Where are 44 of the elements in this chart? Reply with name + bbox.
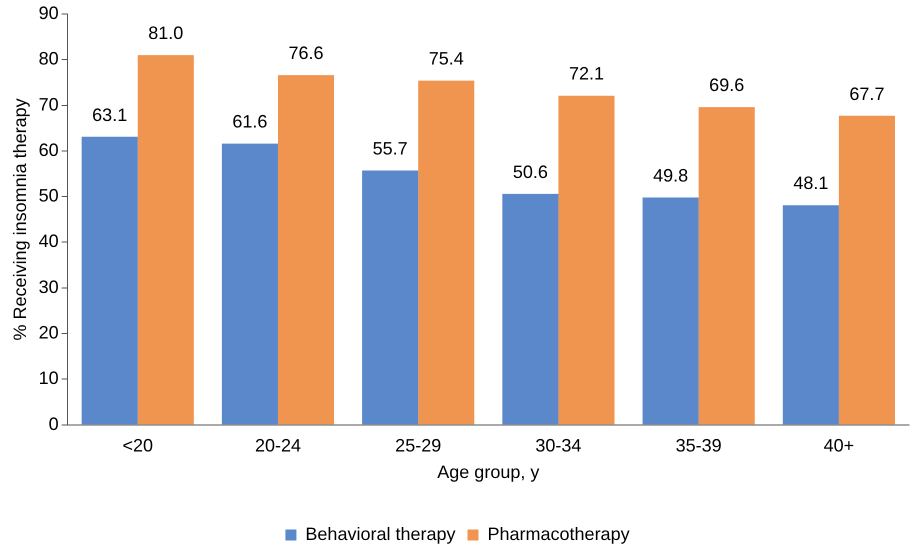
y-axis-title: % Receiving insomnia therapy (10, 98, 30, 340)
bar (838, 116, 895, 424)
bar (82, 136, 138, 424)
legend-label: Pharmacotherapy (488, 524, 630, 544)
x-tick-label: 40+ (824, 436, 854, 456)
data-label: 48.1 (793, 173, 828, 194)
data-label: 72.1 (568, 64, 604, 84)
data-label: 49.8 (653, 165, 688, 186)
data-label: 55.7 (372, 138, 408, 159)
y-tick-label: 60 (38, 140, 59, 160)
x-tick-label: 35-39 (676, 436, 722, 456)
y-tick-label: 70 (38, 94, 59, 114)
y-tick-label: 0 (48, 414, 59, 434)
bar (418, 80, 474, 424)
y-tick-label: 40 (38, 231, 59, 252)
data-label: 67.7 (849, 84, 884, 104)
bar (698, 107, 755, 424)
data-label: 81.0 (148, 23, 184, 44)
data-label: 50.6 (512, 162, 548, 182)
bar (782, 205, 839, 424)
bar (278, 75, 334, 424)
bar (502, 194, 558, 424)
bar (222, 144, 278, 424)
bar (362, 170, 418, 424)
x-axis-title: Age group, y (437, 462, 540, 482)
legend-label: Behavioral therapy (305, 524, 456, 544)
y-tick-label: 10 (38, 368, 59, 388)
data-label: 76.6 (288, 43, 324, 64)
data-label: 61.6 (232, 112, 268, 132)
y-tick-label: 20 (38, 322, 59, 342)
y-tick-label: 90 (38, 2, 59, 23)
x-tick-label: <20 (122, 436, 154, 456)
x-tick-label: 30-34 (535, 436, 582, 456)
data-label: 63.1 (92, 104, 128, 125)
x-tick-label: 25-29 (395, 436, 442, 456)
y-tick-label: 30 (38, 276, 59, 297)
bar (138, 55, 194, 424)
data-label: 69.6 (709, 75, 744, 96)
bar (642, 197, 699, 424)
y-tick-label: 80 (38, 48, 59, 69)
bar (558, 96, 615, 424)
x-tick-label: 20-24 (254, 436, 301, 456)
data-label: 75.4 (428, 48, 464, 69)
y-tick-label: 50 (38, 186, 59, 206)
